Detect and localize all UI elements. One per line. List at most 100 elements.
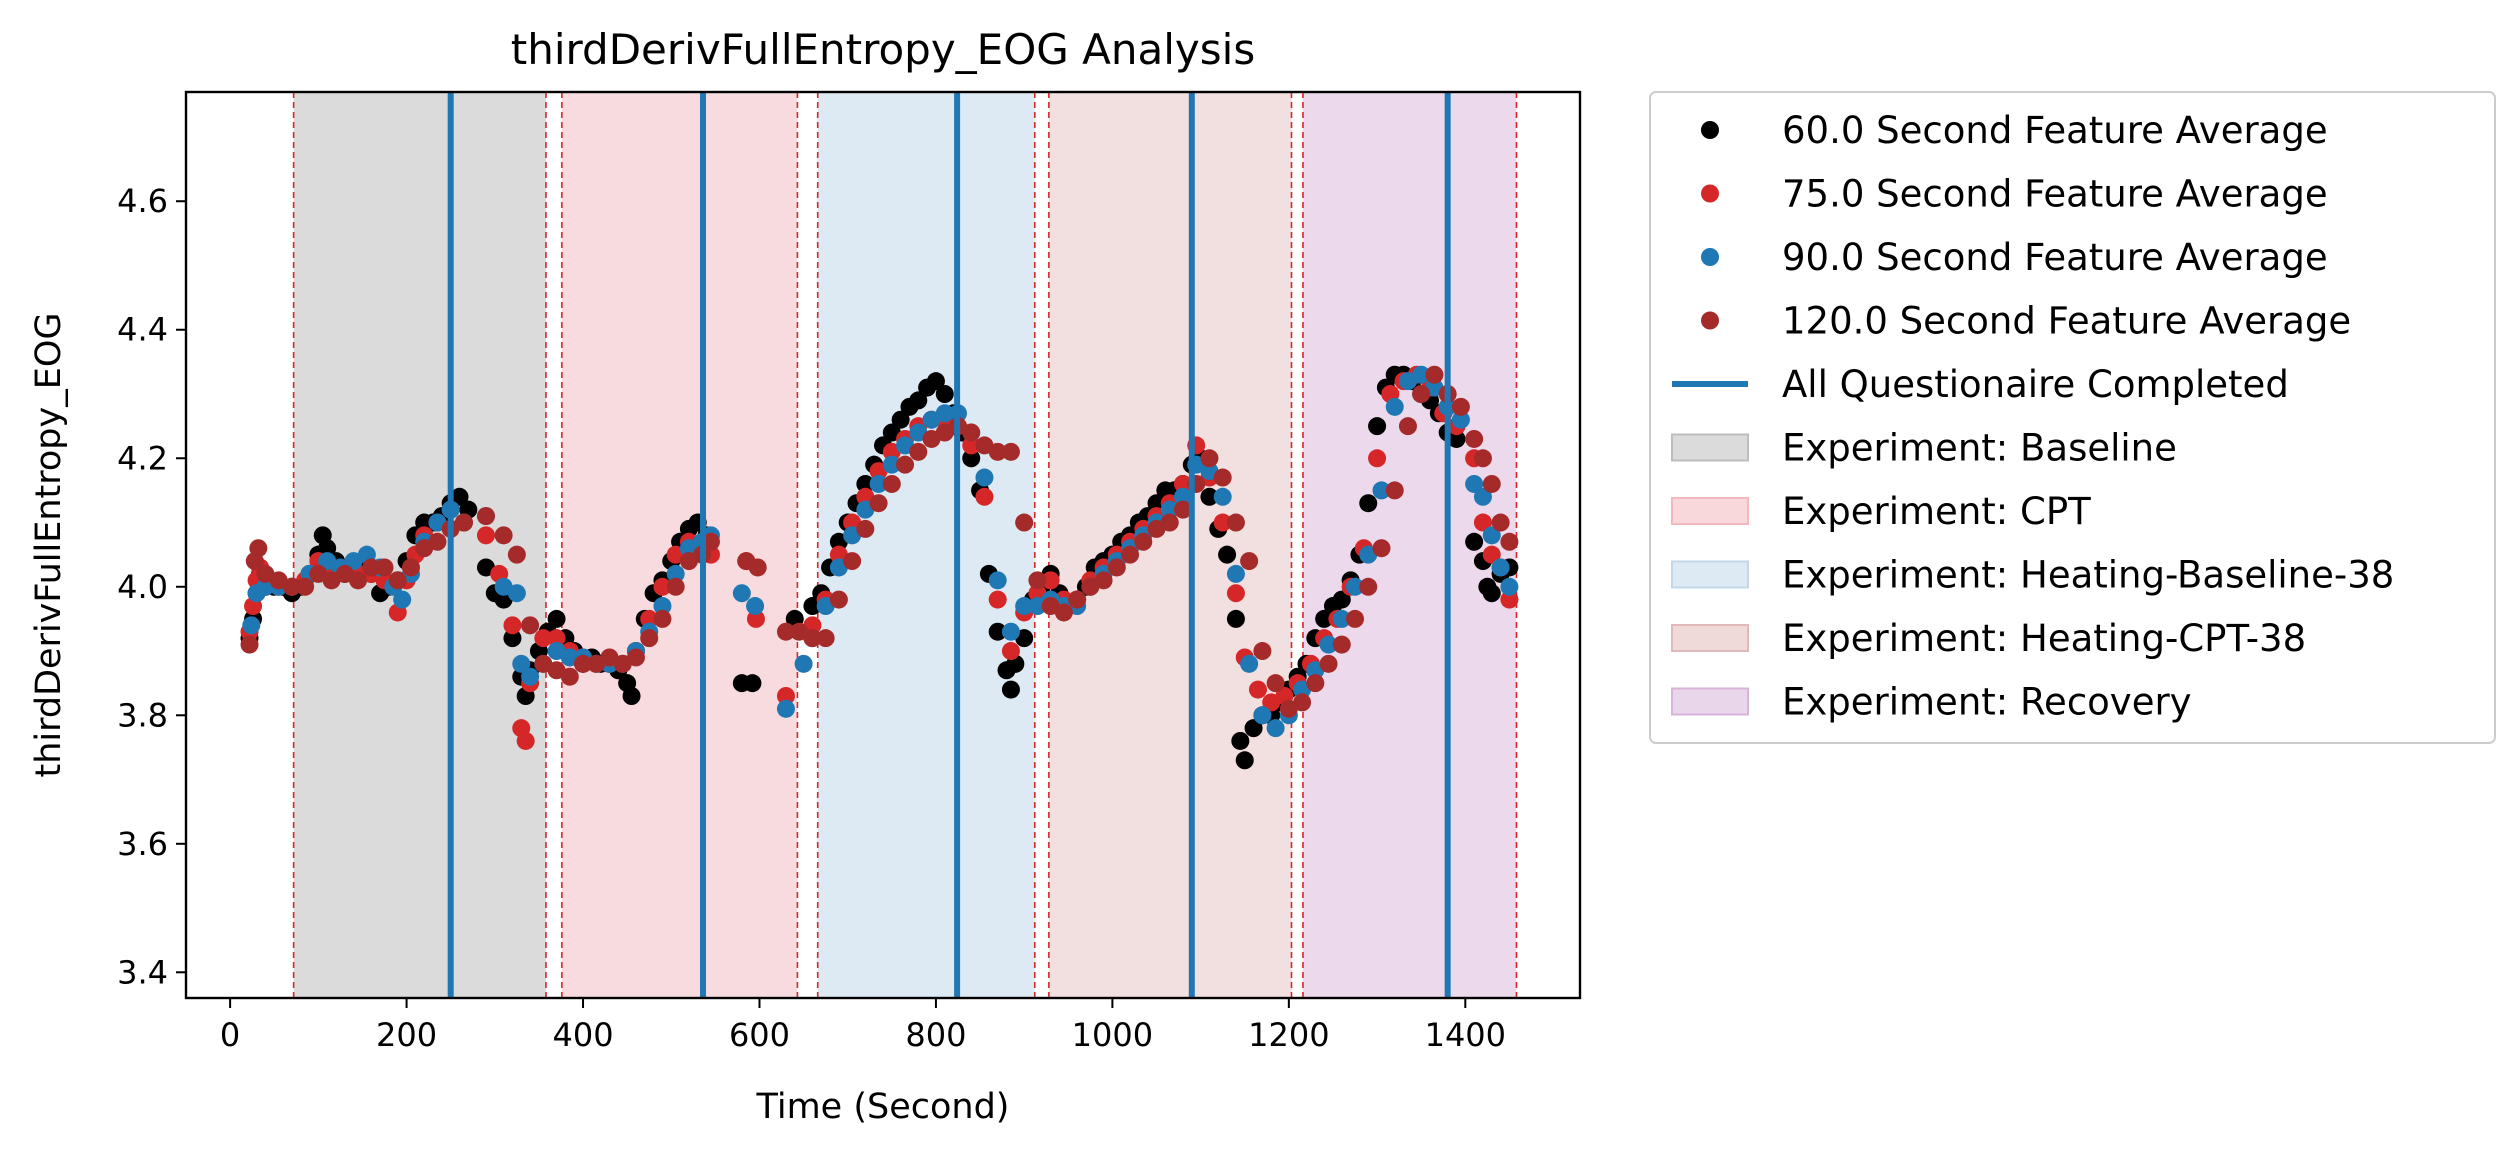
experiment-regions [293, 92, 1517, 998]
data-point [1200, 449, 1219, 468]
data-point [1332, 635, 1351, 654]
legend-label: All Questionaire Completed [1782, 363, 2289, 406]
data-point [318, 539, 337, 558]
data-point [1372, 481, 1391, 500]
data-point [1359, 577, 1378, 596]
y-tick-label: 3.4 [117, 953, 168, 991]
data-point [393, 590, 412, 609]
legend-item: All Questionaire Completed [1672, 363, 2289, 406]
data-point [732, 584, 751, 603]
data-point [1315, 609, 1334, 628]
data-point [507, 584, 526, 603]
legend-marker [1701, 248, 1719, 266]
data-point [1173, 487, 1192, 506]
data-point [450, 487, 469, 506]
data-point [640, 629, 659, 648]
data-point [1226, 513, 1245, 532]
data-point [882, 455, 901, 474]
data-point [882, 474, 901, 493]
data-point [1346, 609, 1365, 628]
data-point [1359, 494, 1378, 513]
x-tick-label: 0 [220, 1016, 240, 1054]
x-axis-label: Time (Second) [756, 1087, 1010, 1127]
data-point [503, 629, 522, 648]
legend-patch [1671, 624, 1749, 652]
data-point [1068, 590, 1087, 609]
data-point [503, 616, 522, 635]
legend-items: 60.0 Second Feature Average 75.0 Second F… [1671, 109, 2394, 724]
y-tick-label: 4.4 [117, 311, 168, 349]
data-point [935, 385, 954, 403]
data-point [1465, 429, 1484, 448]
data-point [909, 391, 928, 410]
data-point [1482, 474, 1501, 493]
data-point [1473, 449, 1492, 468]
legend-item: Experiment: Recovery [1671, 681, 2192, 724]
data-point [1372, 539, 1391, 558]
data-point [507, 545, 526, 564]
data-point [626, 648, 645, 667]
data-point [362, 558, 381, 577]
data-point [1447, 429, 1466, 448]
data-point [1266, 719, 1285, 738]
data-point [1107, 558, 1126, 577]
legend-label: Experiment: Baseline [1782, 427, 2177, 470]
y-tick-label: 4.6 [117, 182, 168, 220]
data-point [476, 526, 495, 545]
data-point [574, 654, 593, 673]
data-point [776, 622, 795, 641]
data-point [988, 571, 1007, 590]
data-point [1491, 558, 1510, 577]
data-point [282, 577, 301, 596]
region-band [817, 92, 1035, 998]
data-point [1306, 674, 1325, 693]
y-tick-label: 4.2 [117, 439, 168, 477]
data-point [962, 436, 981, 455]
data-point [1001, 680, 1020, 699]
data-point [1319, 635, 1338, 654]
legend-item: Experiment: Baseline [1671, 427, 2177, 470]
data-point [1412, 365, 1431, 384]
data-point [909, 442, 928, 461]
y-tick-label: 4.0 [117, 568, 168, 606]
legend-marker [1701, 311, 1719, 330]
data-point [869, 494, 888, 513]
scatter-points [240, 365, 1519, 770]
data-point [1001, 442, 1020, 461]
legend-label: Experiment: Recovery [1782, 681, 2192, 724]
data-point [1266, 674, 1285, 693]
data-point [1253, 642, 1272, 661]
data-point [388, 571, 407, 590]
data-point [1491, 513, 1510, 532]
data-point [1213, 487, 1232, 506]
data-point [803, 629, 822, 648]
data-point [1482, 584, 1501, 603]
data-point [1385, 397, 1404, 416]
legend-item: Experiment: Heating-CPT-38 [1671, 617, 2306, 660]
data-point [1319, 654, 1338, 673]
data-point [743, 674, 762, 693]
legend-box [1649, 91, 2496, 744]
data-point [1054, 603, 1073, 622]
data-point [794, 654, 813, 673]
data-point [701, 532, 720, 551]
legend-patch [1671, 687, 1749, 716]
data-point [1465, 532, 1484, 551]
data-point [1226, 609, 1245, 628]
data-point [521, 616, 540, 635]
data-point [622, 687, 641, 705]
data-point [1500, 590, 1519, 609]
data-point [843, 552, 862, 571]
data-point [1482, 545, 1501, 564]
data-point [375, 558, 394, 577]
data-point [975, 468, 994, 487]
data-point [476, 507, 495, 526]
data-point [988, 442, 1007, 461]
data-point [935, 404, 954, 423]
data-point [1213, 513, 1232, 532]
data-point [988, 590, 1007, 609]
data-point [1244, 719, 1263, 738]
data-point [1041, 571, 1060, 590]
x-axis-ticks: 0 200 400 600 800 1000 1200 1400 [220, 998, 1506, 1054]
legend-patch [1671, 497, 1749, 525]
